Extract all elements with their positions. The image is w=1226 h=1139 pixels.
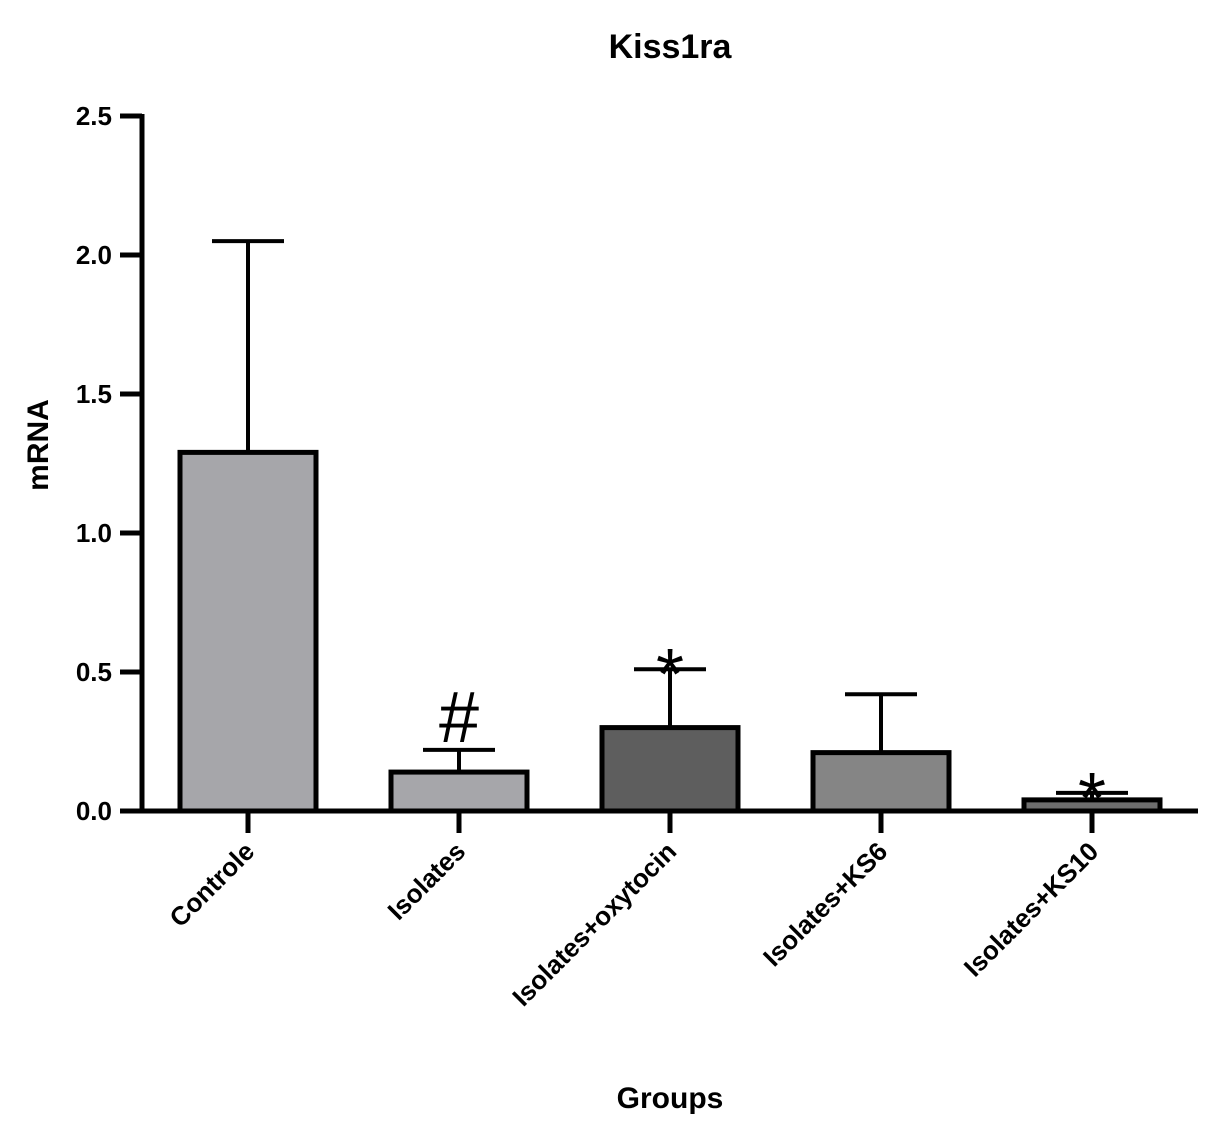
bar-controle (177, 449, 319, 814)
x-tick-label: Isolates+oxytocin (506, 836, 682, 1012)
x-axis-label: Groups (617, 1082, 724, 1115)
significance-hash: # (439, 678, 479, 758)
bar-isolates-ks6 (810, 750, 952, 814)
y-tick-label: 2.5 (76, 101, 112, 131)
bars-layer: #** (177, 239, 1163, 839)
bar-isolates-oxytocin (599, 725, 741, 814)
x-tick-label: Isolates+KS10 (958, 836, 1104, 982)
chart-title: Kiss1ra (609, 28, 733, 66)
y-tick-label: 2.0 (76, 240, 112, 270)
y-tick-label: 1.5 (76, 379, 112, 409)
bar-isolates (388, 769, 530, 814)
y-tick-label: 0.5 (76, 657, 112, 687)
x-tick-label: Isolates+KS6 (757, 836, 893, 972)
y-tick-label: 0.0 (76, 796, 112, 826)
y-axis-label: mRNA (22, 399, 55, 491)
x-tick-label: Isolates (382, 836, 472, 926)
significance-star: * (656, 635, 684, 715)
y-tick-label: 1.0 (76, 518, 112, 548)
x-tick-label: Controle (163, 836, 260, 933)
